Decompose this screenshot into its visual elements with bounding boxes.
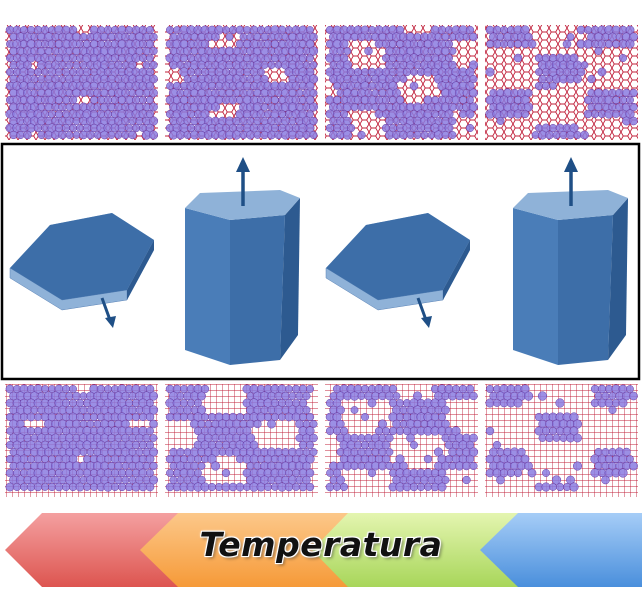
simulation-panel xyxy=(325,384,479,497)
simulation-panel xyxy=(165,384,318,497)
hexagonal-column xyxy=(185,157,300,365)
arrow-up-icon xyxy=(236,157,250,206)
simulation-panel xyxy=(5,25,159,140)
temperature-arrow-bar xyxy=(5,513,642,587)
temperature-segment-2 xyxy=(140,513,348,587)
hexagonal-plate xyxy=(325,213,470,328)
hexagonal-plate xyxy=(9,213,154,328)
temperature-segment-4 xyxy=(480,513,642,587)
simulation-panel xyxy=(5,384,159,497)
top-row-simulation-panels xyxy=(5,25,638,140)
prism-illustrations xyxy=(9,157,628,365)
hexagonal-column xyxy=(513,157,628,365)
temperature-segment-3 xyxy=(312,513,520,587)
simulation-panel xyxy=(165,25,319,140)
arrow-down-icon xyxy=(416,297,432,328)
arrow-down-icon xyxy=(100,297,116,328)
temperature-label: Temperatura xyxy=(199,525,443,564)
simulation-panel xyxy=(485,384,638,497)
bottom-row-simulation-panels xyxy=(5,384,638,497)
temperature-segment-1 xyxy=(5,513,180,587)
simulation-panel xyxy=(485,25,638,140)
arrow-up-icon xyxy=(564,157,578,206)
simulation-panel xyxy=(325,25,479,140)
